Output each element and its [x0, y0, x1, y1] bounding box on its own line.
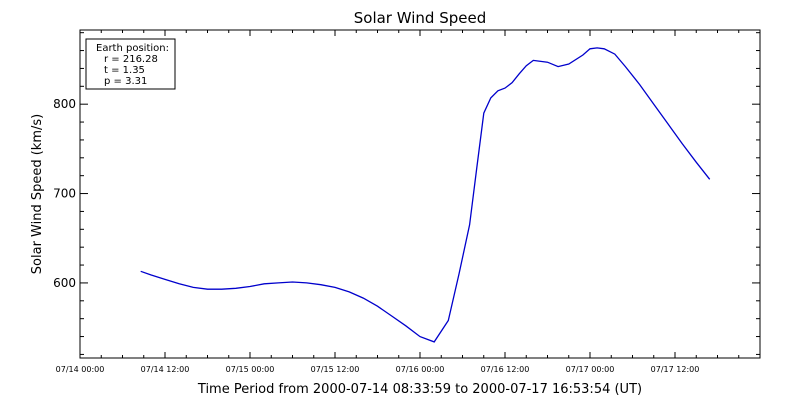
- chart-title: Solar Wind Speed: [354, 9, 486, 27]
- y-tick-label: 700: [53, 187, 76, 201]
- y-axis: 600 700 800: [53, 32, 760, 355]
- y-tick-label: 800: [53, 97, 76, 111]
- y-axis-label: Solar Wind Speed (km/s): [30, 114, 45, 274]
- x-tick-label: 07/16 00:00: [396, 365, 445, 374]
- solar-wind-series-line: [140, 47, 711, 343]
- x-axis: 07/14 00:00 07/14 12:00 07/15 00:00 07/15 1…: [56, 30, 761, 374]
- x-tick-label: 07/16 12:00: [481, 365, 530, 374]
- x-axis-label: Time Period from 2000-07-14 08:33:59 to …: [197, 382, 642, 397]
- x-tick-label: 07/15 12:00: [311, 365, 360, 374]
- legend-t-value: t = 1.35: [104, 65, 145, 76]
- legend-box: [85, 38, 176, 90]
- earth-position-legend: Earth position: r = 216.28 t = 1.35 p = …: [85, 38, 176, 90]
- plot-frame: [79, 29, 761, 359]
- legend-r-value: r = 216.28: [104, 54, 158, 65]
- legend-p-value: p = 3.31: [104, 76, 147, 87]
- x-tick-label: 07/14 12:00: [141, 365, 190, 374]
- legend-heading: Earth position:: [96, 43, 169, 54]
- x-tick-label: 07/14 00:00: [56, 365, 105, 374]
- y-tick-label: 600: [53, 276, 76, 290]
- x-tick-label: 07/17 00:00: [566, 365, 615, 374]
- x-tick-label: 07/15 00:00: [226, 365, 275, 374]
- x-tick-label: 07/17 12:00: [651, 365, 700, 374]
